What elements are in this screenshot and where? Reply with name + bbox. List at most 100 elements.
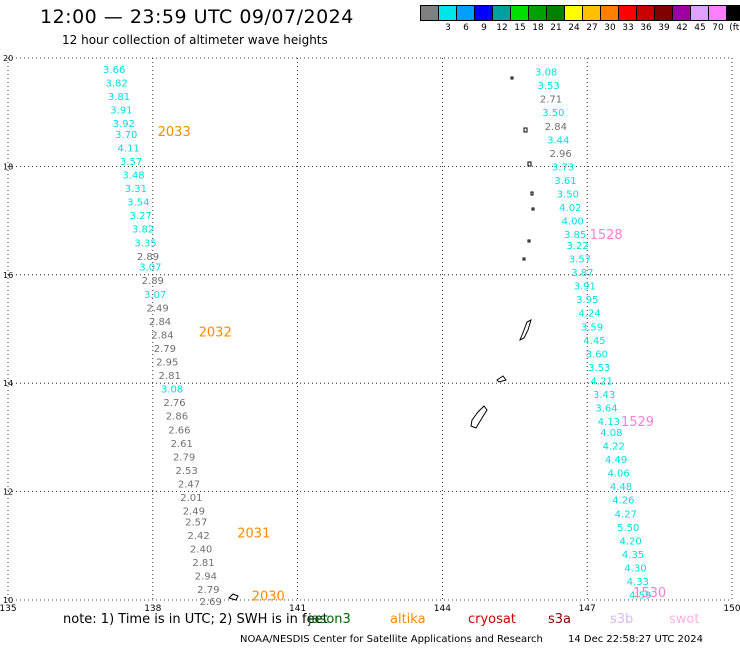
chart-title: 12:00 — 23:59 UTC 09/07/2024 — [40, 6, 354, 28]
island-outline — [522, 257, 526, 261]
wave-height-value: 3.85 — [564, 230, 586, 241]
wave-height-value: 3.59 — [581, 322, 603, 333]
legend-swatch: 12 — [492, 5, 511, 33]
wave-height-value: 3.08 — [161, 385, 183, 396]
wave-height-value: 4.21 — [591, 376, 613, 387]
x-tick-label: 144 — [434, 604, 451, 614]
wave-height-value: 2.89 — [142, 276, 164, 287]
wave-height-value: 2.76 — [163, 398, 185, 409]
wave-height-value: 3.64 — [595, 404, 617, 415]
island-outline — [531, 207, 535, 211]
wave-height-value: 4.24 — [578, 309, 600, 320]
wave-height-value: 2.49 — [146, 303, 168, 314]
wave-height-value: 2.96 — [550, 149, 572, 160]
wave-height-value: 3.95 — [576, 295, 598, 306]
legend-label: 36 — [640, 23, 652, 33]
sat-label-s3a: s3a — [548, 612, 572, 627]
legend-label: 24 — [568, 23, 580, 33]
wave-height-value: 3.35 — [134, 238, 156, 249]
wave-height-value: 2.94 — [195, 572, 217, 583]
x-tick-label: 150 — [723, 604, 740, 614]
legend-label: (ft) — [729, 23, 740, 33]
wave-height-value: 4.20 — [620, 536, 642, 547]
wave-height-value: 3.73 — [552, 162, 574, 173]
wave-height-value: 4.27 — [615, 509, 637, 520]
wave-height-value: 2.42 — [188, 531, 210, 542]
wave-height-value: 3.08 — [535, 68, 557, 79]
wave-height-value: 4.45 — [583, 336, 605, 347]
track-label: 1529 — [621, 415, 654, 430]
sat-label-jason3: jason3 — [308, 612, 351, 627]
y-tick-label: 18 — [3, 162, 13, 171]
wave-height-value: 4.26 — [612, 496, 634, 507]
wave-height-value: 2.95 — [156, 358, 178, 369]
wave-height-value: 3.91 — [110, 105, 132, 116]
legend-swatch: (ft) — [726, 5, 740, 33]
wave-height-value: 2.69 — [200, 597, 222, 608]
island-outline — [496, 375, 507, 383]
wave-height-value: 3.54 — [127, 198, 149, 209]
wave-height-value: 3.66 — [103, 65, 125, 76]
wave-height-value: 2.79 — [197, 585, 219, 596]
y-tick-label: 14 — [3, 379, 13, 388]
wave-height-value: 4.48 — [610, 482, 632, 493]
wave-height-value: 2.79 — [154, 344, 176, 355]
legend-label: 27 — [586, 23, 598, 33]
wave-height-value: 2.84 — [545, 122, 567, 133]
track-label: 2032 — [199, 326, 232, 341]
wave-height-value: 3.82 — [132, 225, 154, 236]
x-tick-label: 147 — [579, 604, 596, 614]
wave-height-value: 2.81 — [192, 558, 214, 569]
wave-height-value: 5.50 — [617, 523, 639, 534]
wave-height-value: 4.30 — [624, 563, 646, 574]
units-note: note: 1) Time is in UTC; 2) SWH is in fe… — [63, 612, 328, 627]
wave-height-value: 3.43 — [593, 390, 615, 401]
wave-height-value: 3.57 — [120, 157, 142, 168]
legend-label: 6 — [463, 23, 469, 33]
wave-height-value: 4.08 — [600, 428, 622, 439]
x-tick-label: 141 — [289, 604, 306, 614]
legend-label: 30 — [604, 23, 616, 33]
island-outline — [228, 593, 239, 601]
wave-height-value: 3.57 — [569, 255, 591, 266]
wave-height-value: 2.79 — [173, 452, 195, 463]
credit-line: NOAA/NESDIS Center for Satellite Applica… — [240, 634, 543, 645]
legend-label: 15 — [514, 23, 526, 33]
wave-height-value: 2.57 — [185, 517, 207, 528]
wave-height-value: 3.07 — [144, 290, 166, 301]
legend-swatch: 24 — [564, 5, 583, 33]
legend-label: 12 — [496, 23, 508, 33]
island-outline — [527, 161, 532, 167]
y-tick-label: 16 — [3, 271, 13, 280]
wave-height-value: 2.66 — [168, 425, 190, 436]
wave-height-value: 2.47 — [178, 479, 200, 490]
wave-height-value: 2.40 — [190, 545, 212, 556]
wave-height-value: 3.82 — [105, 78, 127, 89]
generated-timestamp: 14 Dec 22:58:27 UTC 2024 — [568, 634, 703, 645]
wave-height-value: 2.84 — [151, 330, 173, 341]
wave-height-value: 3.50 — [542, 108, 564, 119]
sat-label-s3b: s3b — [610, 612, 634, 627]
wave-height-value: 3.70 — [115, 130, 137, 141]
x-tick-label: 138 — [144, 604, 161, 614]
wave-height-value: 3.87 — [571, 268, 593, 279]
wave-height-value: 3.48 — [122, 171, 144, 182]
wave-height-value: 3.53 — [537, 81, 559, 92]
wave-height-value: 4.00 — [562, 217, 584, 228]
wave-height-value: 3.31 — [125, 184, 147, 195]
legend-swatch: 45 — [690, 5, 709, 33]
x-tick-label: 135 — [0, 604, 17, 614]
track-label: 1528 — [590, 228, 623, 243]
y-tick-label: 20 — [3, 54, 13, 63]
wave-height-value: 4.59 — [629, 591, 651, 602]
legend-label: 33 — [622, 23, 634, 33]
y-tick-label: 10 — [3, 596, 13, 605]
legend-label: 45 — [694, 23, 706, 33]
island-outline — [519, 319, 532, 342]
wave-height-value: 2.81 — [159, 371, 181, 382]
legend-label: 18 — [532, 23, 544, 33]
wave-height-value: 4.02 — [559, 203, 581, 214]
wave-height-value: 2.86 — [166, 412, 188, 423]
wave-height-value: 3.81 — [108, 92, 130, 103]
